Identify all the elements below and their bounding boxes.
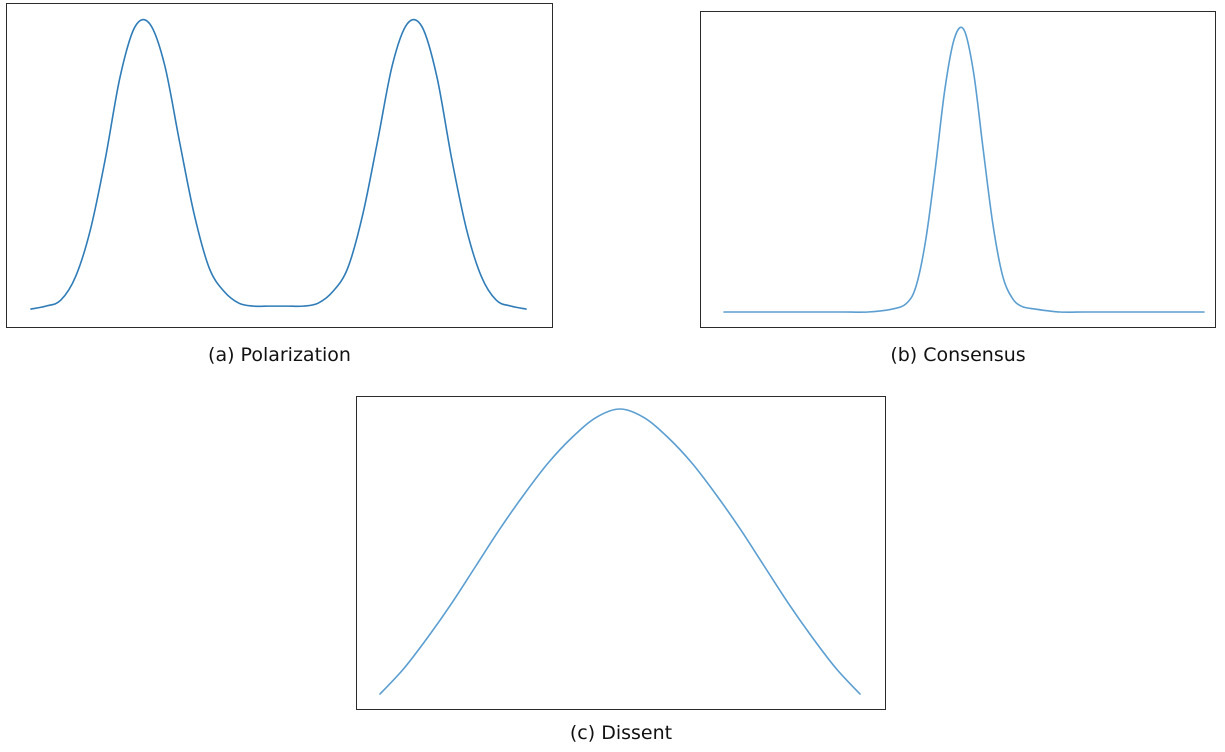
- chart-frame: [700, 11, 1216, 328]
- chart-caption-polarization: (a) Polarization: [208, 344, 351, 366]
- chart-caption-consensus: (b) Consensus: [890, 344, 1026, 366]
- chart-frame: [6, 3, 553, 328]
- chart-caption-dissent: (c) Dissent: [569, 722, 673, 744]
- chart-panel-polarization: (a) Polarization: [6, 3, 553, 366]
- chart-dissent-plot: [356, 396, 886, 710]
- chart-series-line-0: [723, 26, 1205, 314]
- chart-series-line-0: [379, 408, 861, 695]
- chart-series-line-0: [30, 18, 527, 310]
- chart-polarization-plot: [6, 3, 553, 328]
- chart-panel-dissent: (c) Dissent: [356, 396, 886, 746]
- chart-consensus-plot: [700, 11, 1216, 328]
- chart-frame: [356, 396, 886, 710]
- chart-panel-consensus: (b) Consensus: [700, 11, 1216, 366]
